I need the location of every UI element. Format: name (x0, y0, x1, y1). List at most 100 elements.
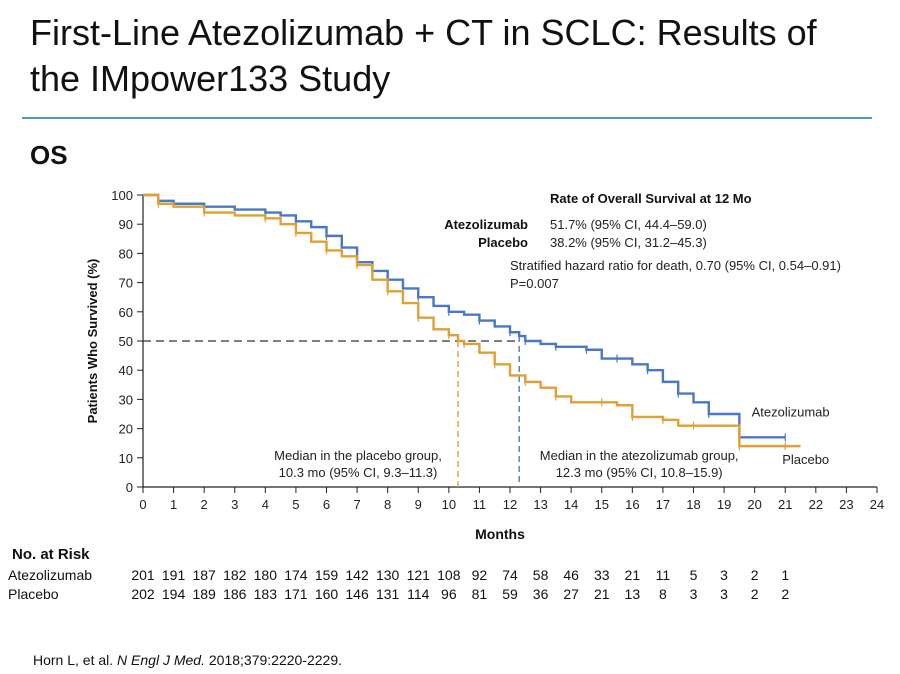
x-tick-label: 9 (415, 497, 422, 512)
risk-count: 202 (131, 586, 155, 602)
x-tick-label: 6 (323, 497, 330, 512)
rate-label-atezolizumab: Atezolizumab (444, 217, 528, 232)
risk-count: 189 (192, 586, 216, 602)
risk-table-title: No. at Risk (12, 546, 90, 563)
x-tick-label: 12 (503, 497, 517, 512)
rate-value-atezolizumab: 51.7% (95% CI, 44.4–59.0) (550, 217, 707, 232)
x-tick-label: 1 (170, 497, 177, 512)
p-value-text: P=0.007 (510, 276, 559, 291)
y-tick-label: 60 (119, 305, 133, 320)
risk-count: 3 (720, 586, 728, 602)
risk-count: 1 (781, 567, 790, 583)
risk-count: 5 (689, 567, 698, 583)
series-label-placebo: Placebo (782, 452, 829, 467)
x-tick-label: 16 (625, 497, 639, 512)
citation: Horn L, et al. N Engl J Med. 2018;379:22… (33, 652, 342, 668)
risk-count: 13 (624, 586, 641, 602)
median-placebo-text-2: 10.3 mo (95% CI, 9.3–11.3) (279, 465, 438, 480)
risk-count: 59 (502, 586, 518, 602)
x-tick-label: 5 (292, 497, 299, 512)
y-tick-label: 40 (119, 363, 133, 378)
x-tick-label: 0 (139, 497, 146, 512)
x-tick-label: 11 (473, 497, 487, 512)
risk-count: 33 (593, 567, 610, 583)
risk-count: 130 (375, 567, 400, 583)
y-tick-label: 30 (119, 392, 133, 407)
x-tick-label: 7 (353, 497, 360, 512)
risk-count: 96 (441, 586, 457, 602)
y-tick-label: 70 (119, 276, 133, 291)
risk-count: 3 (689, 586, 698, 602)
x-tick-label: 15 (595, 497, 609, 512)
risk-count: 21 (593, 586, 610, 602)
x-axis-label: Months (475, 526, 525, 542)
risk-count: 201 (131, 567, 155, 583)
risk-count: 3 (720, 567, 728, 583)
risk-count: 182 (223, 567, 247, 583)
series-line-placebo (143, 193, 801, 448)
risk-count: 2 (750, 586, 759, 602)
risk-count: 183 (253, 586, 277, 602)
citation-authors: Horn L, et al. (33, 652, 114, 668)
risk-count: 2 (750, 567, 759, 583)
citation-reference: 2018;379:2220-2229. (208, 652, 342, 668)
y-tick-label: 50 (119, 334, 133, 349)
x-tick-label: 19 (717, 497, 731, 512)
y-tick-label: 10 (119, 451, 133, 466)
hazard-ratio-text: Stratified hazard ratio for death, 0.70 … (510, 258, 841, 273)
x-tick-label: 13 (533, 497, 547, 512)
x-tick-label: 2 (201, 497, 208, 512)
x-tick-label: 20 (747, 497, 761, 512)
x-tick-label: 23 (839, 497, 853, 512)
risk-count: 108 (437, 567, 461, 583)
risk-count: 191 (161, 567, 186, 583)
risk-count: 142 (345, 567, 369, 583)
risk-count: 2 (781, 586, 790, 602)
x-tick-label: 22 (809, 497, 823, 512)
risk-count: 46 (563, 567, 579, 583)
rate-value-placebo: 38.2% (95% CI, 31.2–45.3) (550, 235, 707, 250)
risk-count: 186 (223, 586, 247, 602)
risk-count: 11 (655, 567, 671, 583)
x-tick-label: 10 (442, 497, 456, 512)
x-tick-label: 24 (870, 497, 884, 512)
risk-count: 74 (502, 567, 518, 583)
risk-count: 21 (624, 567, 641, 583)
risk-count: 180 (253, 567, 277, 583)
series-label-atezolizumab: Atezolizumab (752, 405, 830, 420)
rate-label-placebo: Placebo (478, 235, 528, 250)
risk-count: 92 (471, 567, 488, 583)
x-tick-label: 3 (231, 497, 238, 512)
risk-row-label: Placebo (8, 586, 59, 602)
risk-count: 114 (407, 586, 430, 602)
x-tick-label: 17 (656, 497, 670, 512)
risk-count: 8 (659, 586, 667, 602)
risk-count: 174 (284, 567, 308, 583)
risk-count: 27 (563, 586, 579, 602)
risk-count: 171 (284, 586, 308, 602)
x-tick-label: 14 (564, 497, 578, 512)
y-axis-label: Patients Who Survived (%) (85, 259, 100, 424)
risk-count: 187 (192, 567, 216, 583)
x-tick-label: 21 (778, 497, 792, 512)
risk-count: 58 (532, 567, 549, 583)
x-tick-label: 8 (384, 497, 391, 512)
risk-count: 81 (471, 586, 488, 602)
section-label: OS (30, 140, 68, 170)
risk-count: 121 (406, 567, 430, 583)
y-tick-label: 20 (119, 422, 133, 437)
median-placebo-text-1: Median in the placebo group, (274, 448, 442, 463)
y-tick-label: 0 (126, 480, 133, 495)
risk-count: 146 (345, 586, 369, 602)
y-tick-label: 90 (119, 217, 133, 232)
x-tick-label: 4 (262, 497, 269, 512)
title-divider (22, 117, 872, 119)
series-line-atezolizumab (143, 193, 786, 439)
citation-journal: N Engl J Med. (117, 652, 205, 668)
median-atezolizumab-text-2: 12.3 mo (95% CI, 10.8–15.9) (556, 465, 723, 480)
risk-row-label: Atezolizumab (8, 567, 93, 583)
y-tick-label: 100 (111, 188, 133, 203)
risk-count: 159 (314, 567, 339, 583)
risk-count: 194 (161, 586, 186, 602)
